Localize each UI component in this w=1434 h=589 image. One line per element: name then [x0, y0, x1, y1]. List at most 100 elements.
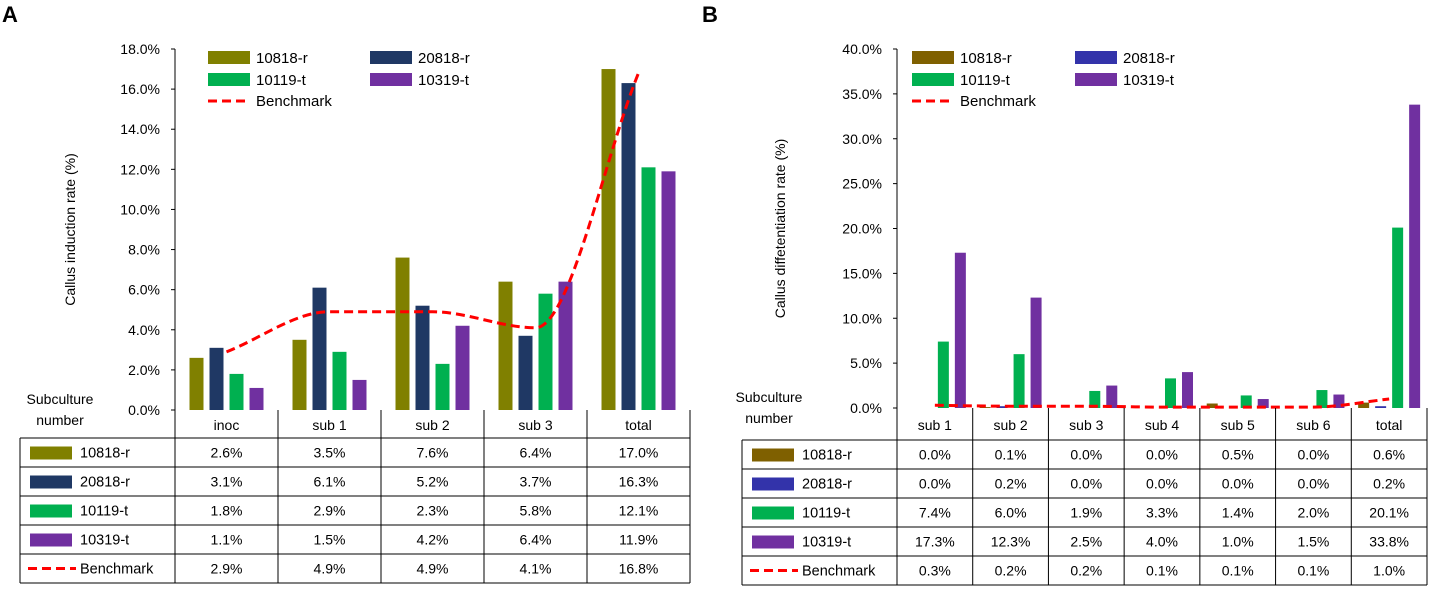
table-cell: 11.9% [619, 532, 658, 548]
table-header-total: total [625, 417, 651, 433]
table-row-label-20818-r: 20818-r [802, 477, 852, 493]
table-cell: 0.1% [1297, 563, 1329, 579]
table-cell: 4.9% [314, 561, 346, 577]
legend-label-10319-t: 10319-t [418, 72, 470, 89]
bar-20818-r-sub-3 [518, 335, 533, 410]
bar-10818-r-sub-2 [395, 257, 410, 410]
bar-10119-t-sub-1 [332, 351, 347, 410]
table-row-swatch-10818-r [752, 448, 794, 462]
table-cell: 0.0% [1222, 476, 1254, 492]
x-axis-title-line2: number [745, 410, 793, 426]
table-cell: 0.3% [919, 563, 951, 579]
table-cell: 2.6% [211, 445, 243, 461]
table-cell: 33.8% [1369, 534, 1409, 550]
panel-letter: B [702, 2, 718, 27]
bar-10119-t-sub-1 [937, 341, 949, 408]
table-row-swatch-10119-t [752, 506, 794, 520]
x-axis-title-line1: Subculture [27, 391, 94, 407]
table-cell: 7.6% [417, 445, 449, 461]
y-tick-label: 2.0% [128, 362, 160, 378]
bar-10119-t-sub-3 [1089, 390, 1101, 408]
y-tick-label: 30.0% [842, 131, 882, 147]
table-header-sub-4: sub 4 [1145, 417, 1179, 433]
table-row-swatch-10818-r [30, 446, 72, 460]
bar-10319-t-total [661, 171, 676, 410]
panel-a: A 0.0% 2.0% 4.0% 6.0% 8.0% 10.0% 12.0% 14.0% 16.0… [2, 2, 691, 584]
table-header-sub-1: sub 1 [918, 417, 952, 433]
legend-label-10818-r: 10818-r [256, 50, 308, 67]
panel-b: B 0.0% 5.0% 10.0% 15.0% 20.0% 25.0% 30.0% 35.0% 4… [702, 2, 1428, 586]
x-axis-title: Subculture number [27, 391, 94, 428]
table-row-label-10818-r: 10818-r [80, 446, 130, 462]
legend-label-10818-r: 10818-r [960, 50, 1012, 67]
bar-20818-r-total [621, 83, 636, 410]
bar-10319-t-sub-2 [1030, 297, 1042, 408]
table-cell: 0.5% [1222, 447, 1254, 463]
bar-10119-t-sub-5 [1240, 395, 1252, 408]
table-cell: 17.3% [915, 534, 955, 550]
x-axis-title: Subculture number [736, 389, 803, 426]
table-cell: 1.5% [1297, 534, 1329, 550]
bar-20818-r-inoc [209, 347, 224, 410]
table-cell: 4.1% [520, 561, 552, 577]
table-cell: 0.0% [1070, 476, 1102, 492]
table-cell: 16.3% [619, 474, 659, 490]
bar-20818-r-total [1375, 406, 1387, 408]
y-tick-label: 25.0% [842, 176, 882, 192]
bar-10319-t-inoc [249, 387, 264, 410]
table-row-label-10119-t: 10119-t [80, 504, 128, 520]
table-cell: 6.0% [995, 505, 1027, 521]
table-row-label-10119-t: 10119-t [802, 506, 850, 522]
bar-10319-t-sub-6 [1333, 394, 1345, 408]
table-cell: 0.0% [1297, 476, 1329, 492]
table-cell: 6.4% [520, 445, 552, 461]
table-cell: 0.2% [1070, 563, 1102, 579]
table-row-swatch-20818-r [30, 475, 72, 489]
bar-10119-t-sub-4 [1165, 378, 1176, 408]
table-cell: 0.1% [1146, 563, 1178, 579]
y-tick-label: 16.0% [120, 81, 160, 97]
table-cell: 1.9% [1070, 505, 1102, 521]
bar-10319-t-sub-1 [352, 379, 367, 410]
table-cell: 2.9% [314, 503, 346, 519]
bar-10319-t-sub-2 [455, 325, 470, 410]
x-axis-title-line2: number [36, 412, 84, 428]
legend-swatch-10319-t [370, 73, 412, 86]
table-cell: 0.0% [1146, 447, 1178, 463]
table-cell: 0.0% [919, 476, 951, 492]
table-cell: 0.2% [995, 563, 1027, 579]
bar-10119-t-sub-3 [538, 293, 553, 410]
legend-swatch-10119-t [208, 73, 250, 86]
table-cell: 1.4% [1222, 505, 1254, 521]
bar-20818-r-sub-2 [415, 305, 430, 410]
table-cell: 4.9% [417, 561, 449, 577]
table-row-swatch-10119-t [30, 504, 72, 518]
table-cell: 1.5% [314, 532, 346, 548]
bar-10119-t-sub-2 [435, 363, 450, 410]
table-header-inoc: inoc [214, 417, 240, 433]
y-tick-label: 40.0% [842, 41, 882, 57]
y-axis-title: Callus induction rate (%) [62, 153, 78, 306]
table-cell: 5.2% [417, 474, 449, 490]
table-cell: 0.1% [1222, 563, 1254, 579]
table-cell: 2.3% [417, 503, 449, 519]
bar-10818-r-inoc [189, 357, 204, 410]
legend-swatch-20818-r [370, 51, 412, 64]
table-cell: 1.1% [211, 532, 243, 548]
table-cell: 0.2% [995, 476, 1027, 492]
table-cell: 0.0% [1146, 476, 1178, 492]
legend-swatch-10818-r [912, 51, 954, 64]
y-tick-label: 6.0% [128, 282, 160, 298]
table-cell: 1.8% [211, 503, 243, 519]
y-tick-label: 8.0% [128, 242, 160, 258]
bar-20818-r-sub-1 [312, 287, 327, 410]
y-tick-label: 4.0% [128, 322, 160, 338]
table-header-sub-6: sub 6 [1296, 417, 1330, 433]
panel-letter: A [2, 2, 18, 27]
y-tick-label: 10.0% [120, 201, 160, 217]
table-header-sub-3: sub 3 [1069, 417, 1103, 433]
table-row-swatch-10319-t [752, 535, 794, 549]
bar-10818-r-sub-1 [292, 339, 307, 410]
legend-swatch-10818-r [208, 51, 250, 64]
legend-label-20818-r: 20818-r [1123, 50, 1175, 67]
